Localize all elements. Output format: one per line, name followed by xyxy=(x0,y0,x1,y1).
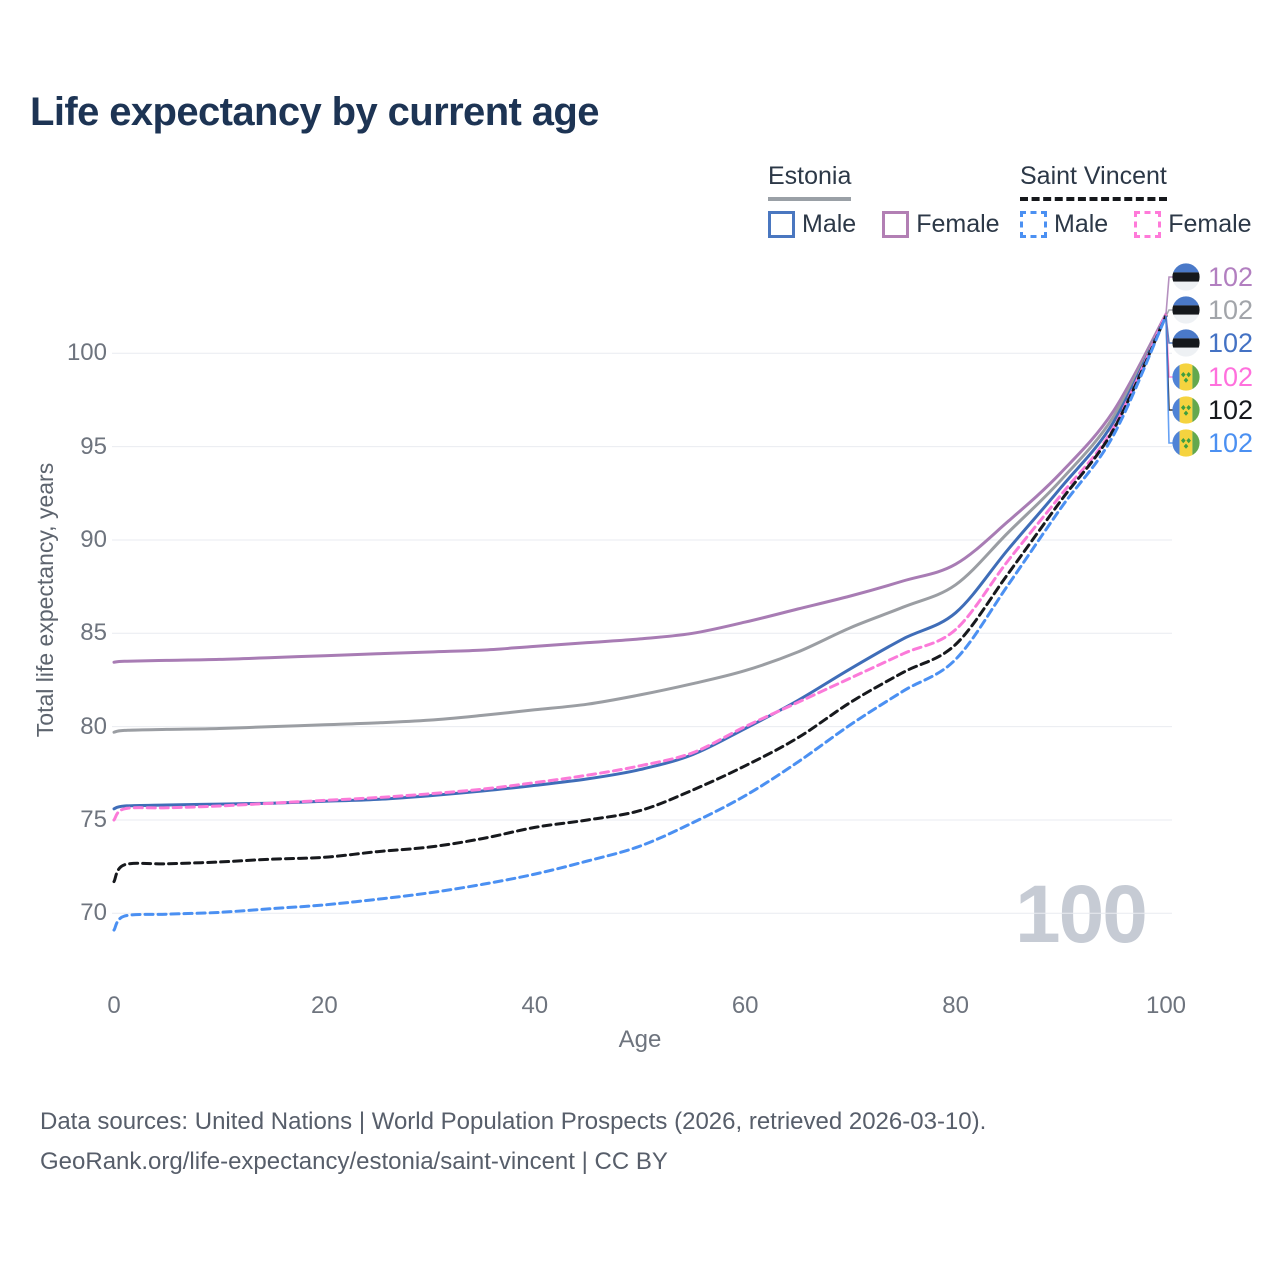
end-value-saint-vincent-male: 102 xyxy=(1208,428,1254,458)
saint-vincent-flag-icon xyxy=(1172,396,1200,424)
watermark-100: 100 xyxy=(1015,869,1148,960)
line-estonia-female[interactable] xyxy=(112,312,1168,664)
y-tick-95: 95 xyxy=(80,432,107,460)
end-label-saint-vincent-male: 102 xyxy=(1172,428,1253,458)
x-tick-80: 80 xyxy=(942,992,969,1019)
y-tick-90: 90 xyxy=(80,525,107,553)
estonia-flag-icon xyxy=(1172,296,1200,324)
x-tick-60: 60 xyxy=(731,992,759,1019)
legend-estonia-title[interactable]: Estonia xyxy=(768,162,852,201)
line-estonia-total[interactable] xyxy=(112,314,1168,734)
saint-vincent-flag-icon xyxy=(1172,363,1200,391)
line-saint-vincent-total[interactable] xyxy=(112,314,1168,884)
end-value-estonia-total: 102 xyxy=(1208,295,1254,325)
x-tick-0: 0 xyxy=(107,992,121,1019)
y-tick-75: 75 xyxy=(80,805,107,833)
line-saint-vincent-male[interactable] xyxy=(112,314,1168,932)
end-value-estonia-male: 102 xyxy=(1208,328,1254,358)
x-tick-20: 20 xyxy=(311,992,338,1019)
legend-estonia-label: Estonia xyxy=(768,162,852,190)
legend-saint-vincent-male-label[interactable]: Male xyxy=(1054,210,1109,238)
legend-saint-vincent-female-swatch[interactable] xyxy=(1134,211,1162,238)
legend-estonia-male-swatch[interactable] xyxy=(768,211,795,238)
data-sources-text: Data sources: United Nations | World Pop… xyxy=(40,1108,987,1135)
legend-saint-vincent-male-swatch[interactable] xyxy=(1020,211,1047,238)
saint-vincent-flag-icon xyxy=(1172,429,1200,457)
legend-saint-vincent-title[interactable]: Saint Vincent xyxy=(1020,162,1167,201)
line-saint-vincent-female[interactable] xyxy=(112,312,1168,822)
y-tick-100: 100 xyxy=(66,339,107,367)
end-label-estonia-male: 102 xyxy=(1172,328,1253,358)
end-value-saint-vincent-female: 102 xyxy=(1208,362,1254,392)
x-axis-title: Age xyxy=(618,1026,662,1053)
page-title: Life expectancy by current age xyxy=(30,90,600,134)
end-value-saint-vincent-total: 102 xyxy=(1208,395,1254,425)
end-value-estonia-female: 102 xyxy=(1208,262,1254,292)
end-label-saint-vincent-female: 102 xyxy=(1172,362,1253,392)
legend-saint-vincent-label: Saint Vincent xyxy=(1020,162,1167,190)
end-label-saint-vincent-total: 102 xyxy=(1172,395,1253,425)
legend-estonia-female-swatch[interactable] xyxy=(882,211,910,238)
end-label-estonia-total: 102 xyxy=(1172,295,1253,325)
y-tick-80: 80 xyxy=(80,712,107,740)
legend-group-saint-vincent: Saint Vincent Male Female xyxy=(1020,162,1252,239)
y-tick-70: 70 xyxy=(80,899,107,927)
estonia-flag-icon xyxy=(1172,329,1200,357)
attribution-url-text: GeoRank.org/life-expectancy/estonia/sain… xyxy=(40,1148,668,1175)
end-label-estonia-female: 102 xyxy=(1172,262,1253,292)
legend-group-estonia: Estonia Male Female xyxy=(768,162,1000,239)
estonia-flag-icon xyxy=(1172,263,1200,291)
legend-estonia-male-label[interactable]: Male xyxy=(802,210,857,238)
y-tick-85: 85 xyxy=(80,619,107,647)
x-tick-100: 100 xyxy=(1145,992,1187,1019)
x-tick-40: 40 xyxy=(521,992,549,1019)
legend-estonia-female-label[interactable]: Female xyxy=(916,210,1000,238)
legend-saint-vincent-female-label[interactable]: Female xyxy=(1168,210,1252,238)
